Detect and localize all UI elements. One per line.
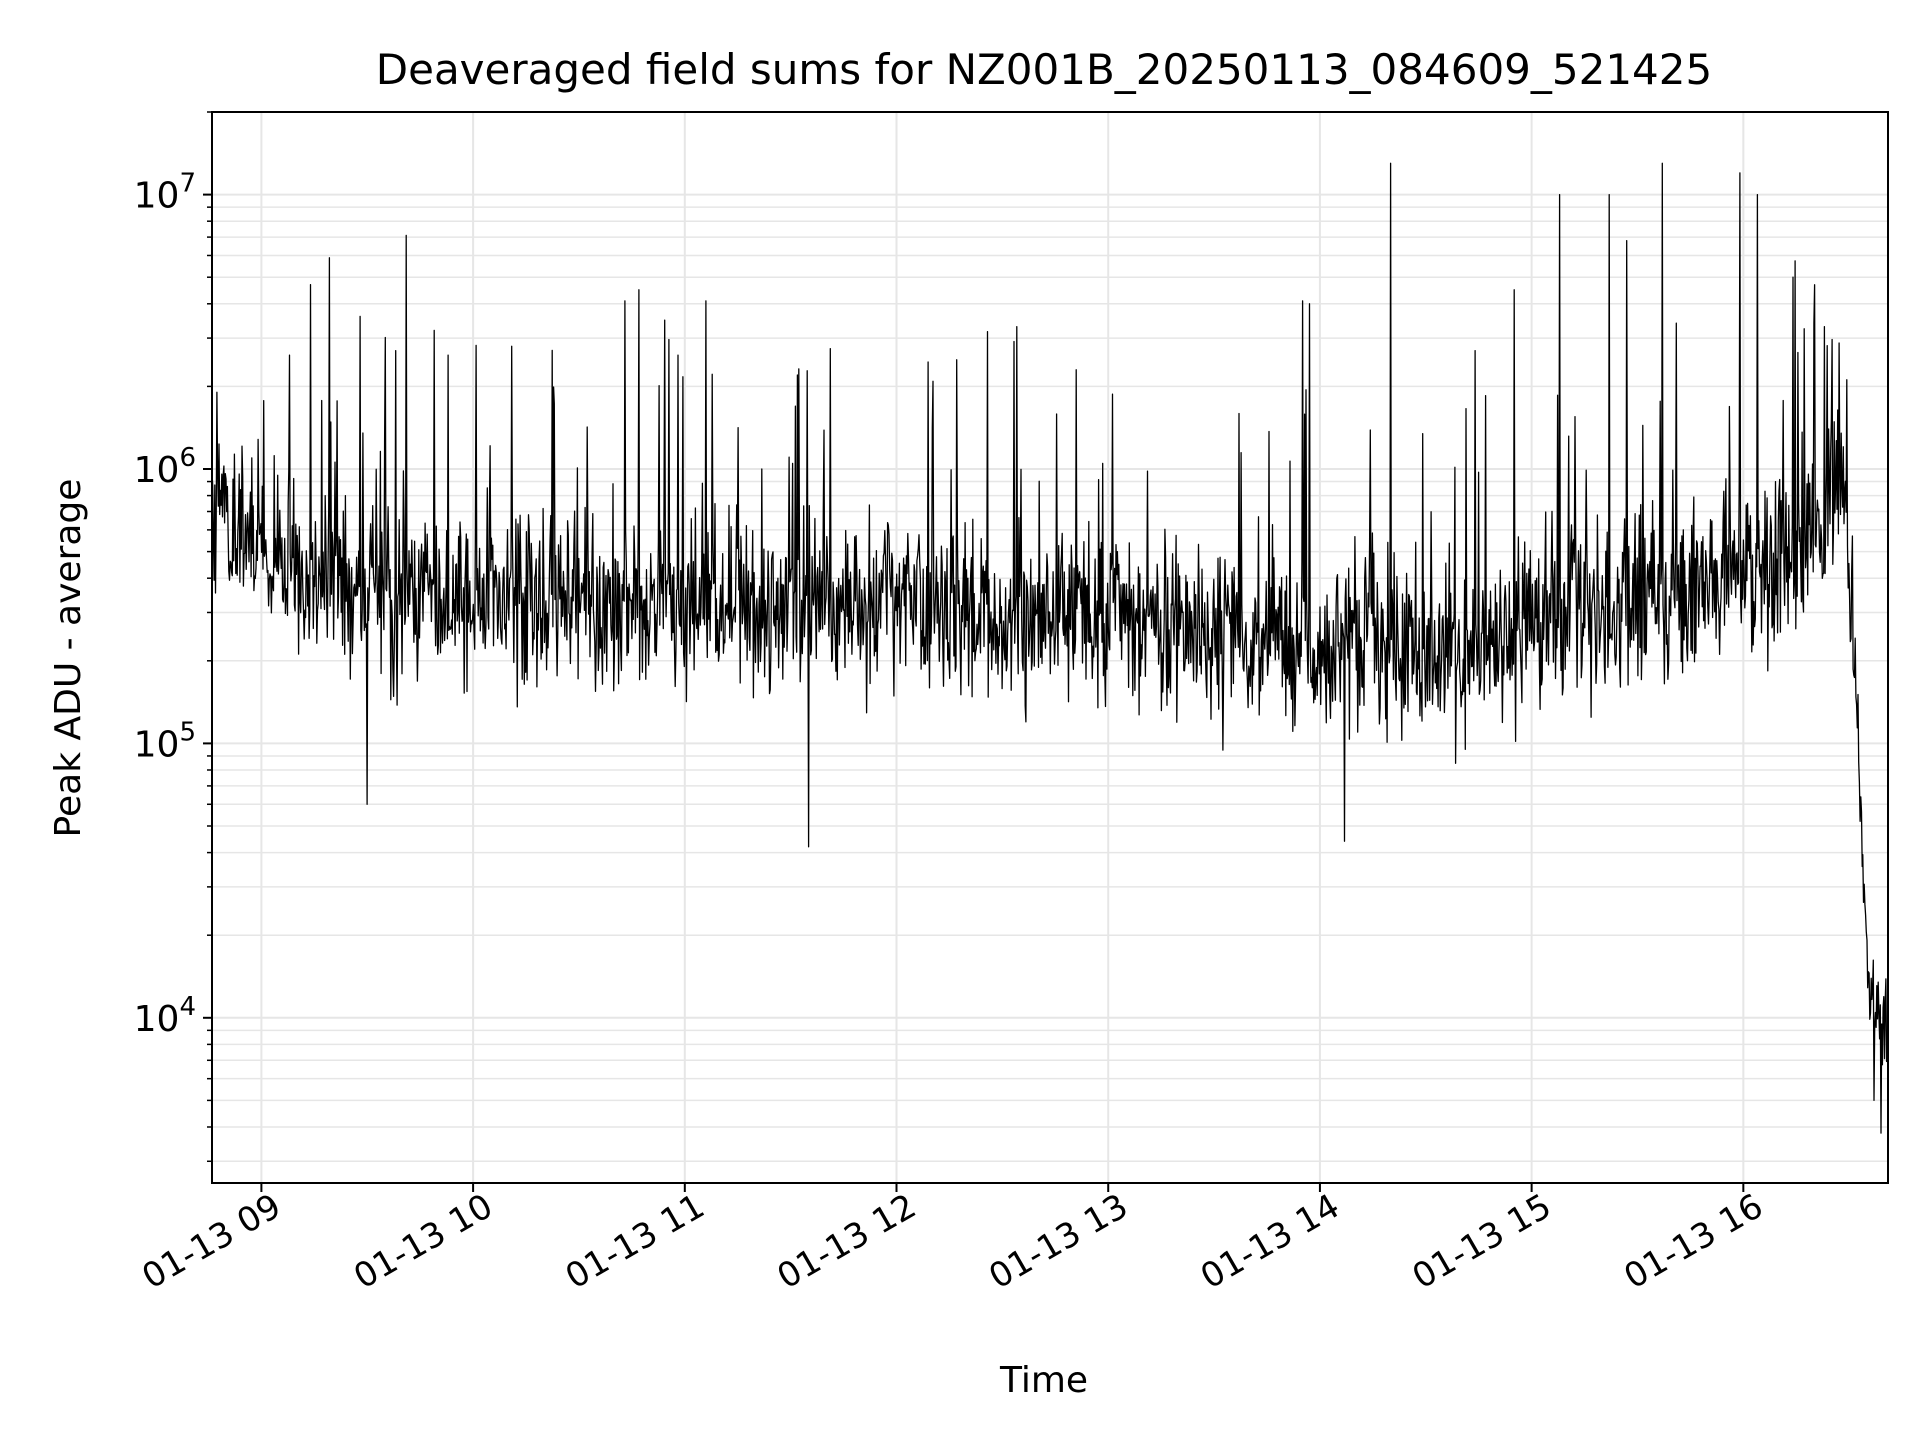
y-tick-label: 106	[134, 443, 196, 491]
y-axis: 104 105 106 107	[134, 111, 212, 1163]
y-tick-label: 107	[134, 169, 196, 217]
chart-title: Deaveraged field sums for NZ001B_2025011…	[376, 45, 1712, 94]
plot-frame	[211, 111, 1889, 1184]
plot-area	[211, 162, 1889, 1134]
y-tick-label: 105	[134, 717, 196, 765]
x-axis-label: Time	[999, 1360, 1088, 1401]
y-tick-label: 104	[134, 992, 196, 1040]
y-axis-label: Peak ADU - average	[48, 479, 89, 838]
series-line	[211, 162, 1889, 1134]
